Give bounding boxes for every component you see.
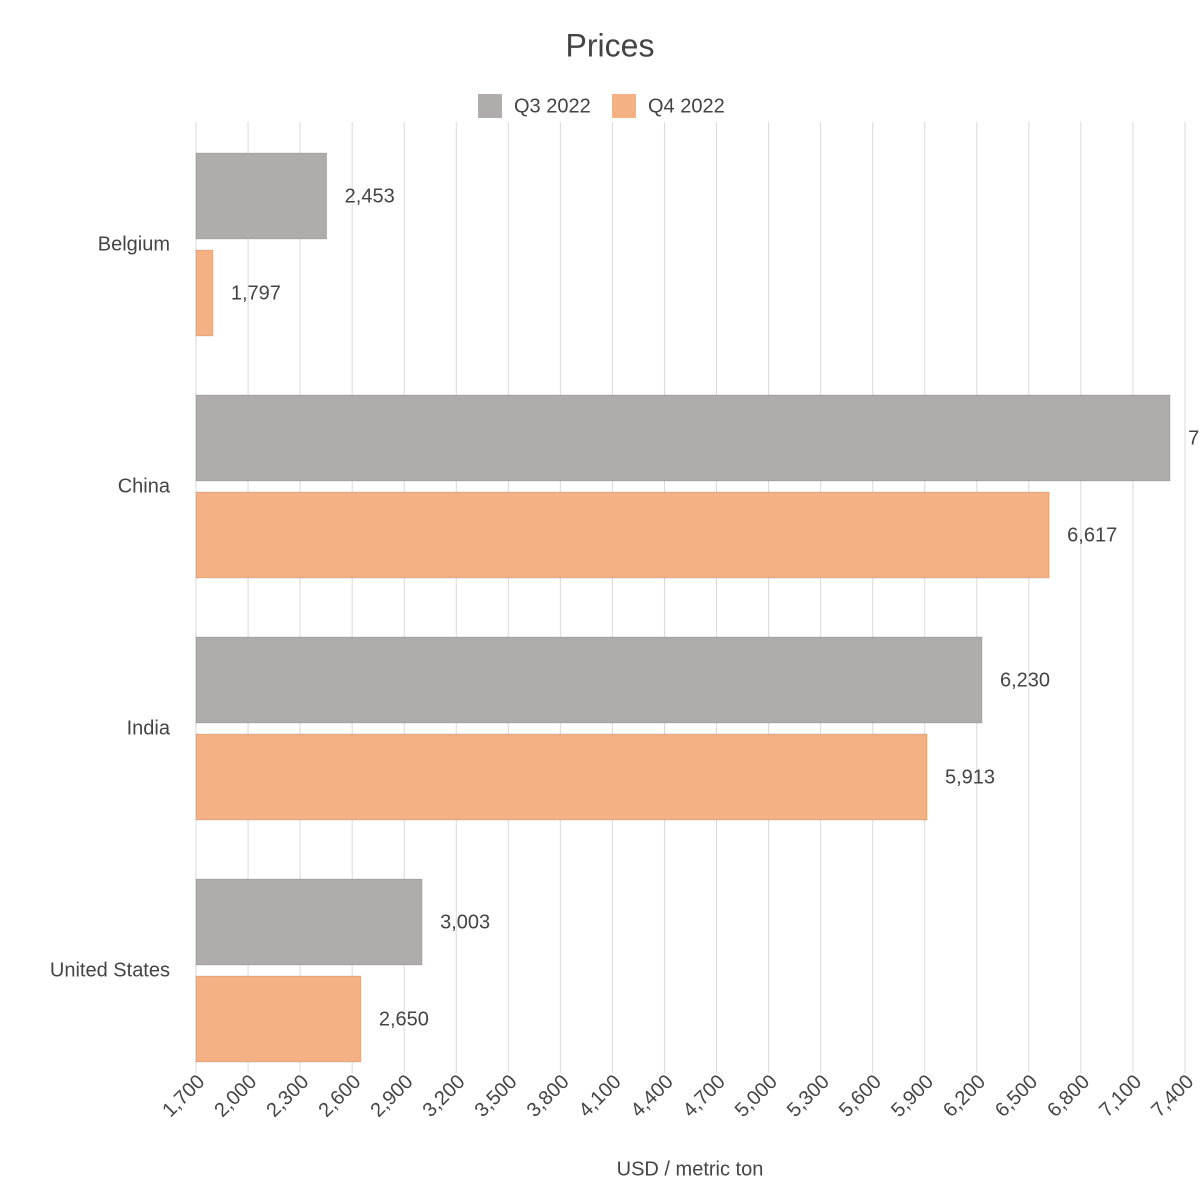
legend-swatch (478, 94, 502, 118)
x-tick-label: 2,000 (210, 1071, 261, 1122)
y-tick-label: China (118, 475, 171, 497)
x-tick-label: 5,300 (783, 1071, 834, 1122)
x-tick-label: 3,800 (523, 1071, 574, 1122)
bar (195, 733, 928, 821)
x-tick-label: 4,700 (679, 1071, 730, 1122)
y-tick-label: United States (50, 959, 170, 981)
x-tick-label: 6,200 (939, 1071, 990, 1122)
legend-label: Q3 2022 (514, 95, 591, 117)
legend-swatch (612, 94, 636, 118)
x-tick-label: 2,600 (314, 1071, 365, 1122)
data-label: 5,913 (945, 766, 995, 788)
data-label: 6,230 (1000, 669, 1050, 691)
bar (195, 249, 214, 337)
x-tick-label: 6,800 (1043, 1071, 1094, 1122)
y-tick-label: Belgium (98, 233, 170, 255)
x-tick-label: 4,400 (627, 1071, 678, 1122)
data-label: 2,650 (379, 1008, 429, 1030)
x-tick-label: 7,100 (1095, 1071, 1146, 1122)
x-tick-label: 5,900 (887, 1071, 938, 1122)
bar (195, 152, 328, 240)
y-tick-label: India (127, 717, 171, 739)
data-label: 7,314 (1188, 427, 1200, 449)
x-tick-label: 6,500 (991, 1071, 1042, 1122)
legend-label: Q4 2022 (648, 95, 725, 117)
bar (195, 491, 1050, 579)
x-tick-label: 5,000 (731, 1071, 782, 1122)
data-label: 2,453 (345, 185, 395, 207)
x-tick-label: 1,700 (158, 1071, 209, 1122)
x-tick-label: 2,900 (367, 1071, 418, 1122)
bar (195, 975, 362, 1063)
x-tick-label: 2,300 (262, 1071, 313, 1122)
bar (195, 636, 983, 724)
data-label: 1,797 (231, 282, 281, 304)
chart-title: Prices (566, 27, 655, 63)
x-tick-label: 4,100 (575, 1071, 626, 1122)
x-tick-label: 3,500 (471, 1071, 522, 1122)
x-tick-label: 3,200 (419, 1071, 470, 1122)
bar (195, 394, 1171, 482)
data-label: 3,003 (440, 911, 490, 933)
bar (195, 878, 423, 966)
x-axis-label: USD / metric ton (617, 1158, 764, 1180)
x-tick-label: 5,600 (835, 1071, 886, 1122)
data-label: 6,617 (1067, 524, 1117, 546)
x-tick-label: 7,400 (1147, 1071, 1198, 1122)
